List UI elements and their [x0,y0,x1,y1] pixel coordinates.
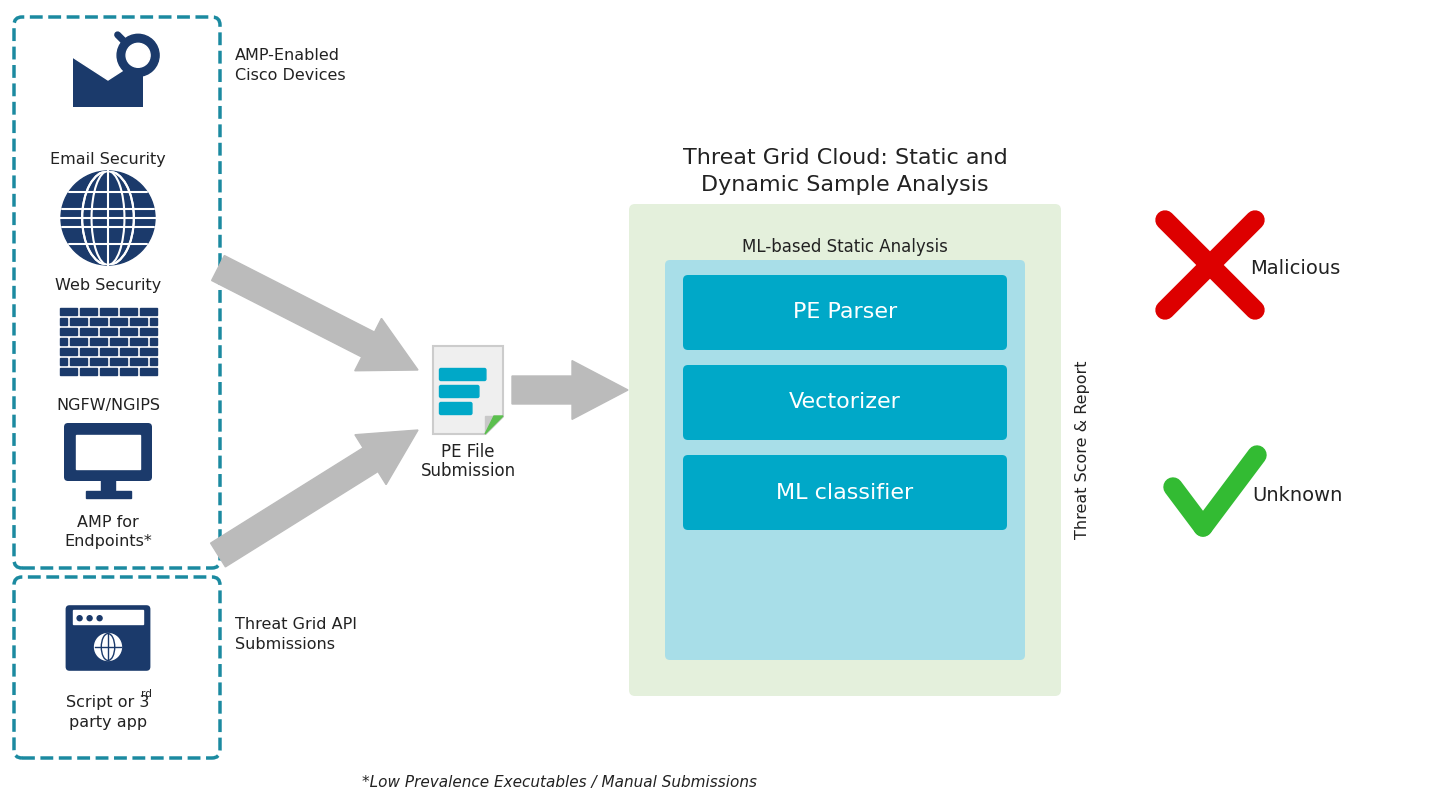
Bar [149,338,157,345]
Text: AMP for: AMP for [78,515,139,530]
Bar [119,328,137,336]
Bar [109,338,126,345]
Bar [119,369,137,375]
Bar [139,308,157,316]
Text: PE File: PE File [441,443,494,461]
Circle shape [126,43,149,68]
Polygon shape [211,255,418,371]
FancyBboxPatch shape [440,369,486,381]
Text: Vectorizer: Vectorizer [789,393,901,412]
Text: Cisco Devices: Cisco Devices [236,68,346,83]
Polygon shape [433,346,503,434]
Text: Submission: Submission [421,462,516,480]
Bar [59,319,66,325]
Text: Unknown: Unknown [1252,485,1342,505]
Text: Submissions: Submissions [236,637,335,652]
Polygon shape [512,361,628,419]
Polygon shape [486,416,503,434]
Text: Email Security: Email Security [50,152,165,167]
Text: Threat Score & Report: Threat Score & Report [1075,361,1091,539]
Polygon shape [73,57,144,80]
Circle shape [78,616,82,621]
FancyBboxPatch shape [440,402,471,415]
Circle shape [88,616,92,621]
FancyBboxPatch shape [683,365,1007,440]
Text: party app: party app [69,715,147,730]
Bar [69,319,86,325]
Bar [89,358,106,365]
Bar [79,308,96,316]
Text: rd: rd [141,689,152,699]
Text: ML classifier: ML classifier [776,482,914,502]
Bar [59,308,76,316]
Text: Threat Grid API: Threat Grid API [236,617,356,632]
Bar [79,369,96,375]
FancyBboxPatch shape [629,204,1061,696]
Bar [59,349,76,356]
Circle shape [116,35,160,76]
Text: ML-based Static Analysis: ML-based Static Analysis [741,238,948,256]
Bar [119,308,137,316]
FancyBboxPatch shape [66,605,151,671]
Bar [73,610,144,624]
Polygon shape [211,430,418,567]
Bar [129,319,147,325]
FancyBboxPatch shape [73,57,144,107]
Bar [69,338,86,345]
Bar [79,349,96,356]
Bar [101,477,115,495]
Bar [59,338,66,345]
Bar [99,349,116,356]
Bar [69,358,86,365]
Bar [139,369,157,375]
Bar [85,492,131,498]
Text: Endpoints*: Endpoints* [65,534,152,549]
FancyBboxPatch shape [683,275,1007,350]
Bar [109,319,126,325]
Bar [139,349,157,356]
Polygon shape [486,416,503,434]
FancyBboxPatch shape [665,260,1025,660]
Bar [119,349,137,356]
Bar [99,308,116,316]
Bar [139,328,157,336]
Bar [149,319,157,325]
Bar [79,328,96,336]
Bar [99,369,116,375]
Text: Threat Grid Cloud: Static and: Threat Grid Cloud: Static and [683,148,1007,168]
Bar [59,369,76,375]
Circle shape [121,37,157,73]
Bar [129,358,147,365]
Text: PE Parser: PE Parser [793,303,897,323]
Bar [89,338,106,345]
Bar [129,338,147,345]
Circle shape [98,616,102,621]
Text: Web Security: Web Security [55,278,161,293]
FancyBboxPatch shape [65,423,152,481]
FancyBboxPatch shape [683,455,1007,530]
Bar [76,435,139,469]
Bar [99,328,116,336]
Circle shape [95,634,122,660]
FancyBboxPatch shape [440,386,479,398]
Bar [109,358,126,365]
Text: *Low Prevalence Executables / Manual Submissions: *Low Prevalence Executables / Manual Sub… [362,775,757,790]
Bar [89,319,106,325]
Bar [59,358,66,365]
Text: Dynamic Sample Analysis: Dynamic Sample Analysis [701,175,989,195]
Text: Script or 3: Script or 3 [66,695,149,710]
Bar [149,358,157,365]
Text: AMP-Enabled: AMP-Enabled [236,48,341,63]
Text: NGFW/NGIPS: NGFW/NGIPS [56,398,160,413]
Circle shape [60,171,155,265]
Bar [59,328,76,336]
Text: Malicious: Malicious [1250,258,1341,278]
